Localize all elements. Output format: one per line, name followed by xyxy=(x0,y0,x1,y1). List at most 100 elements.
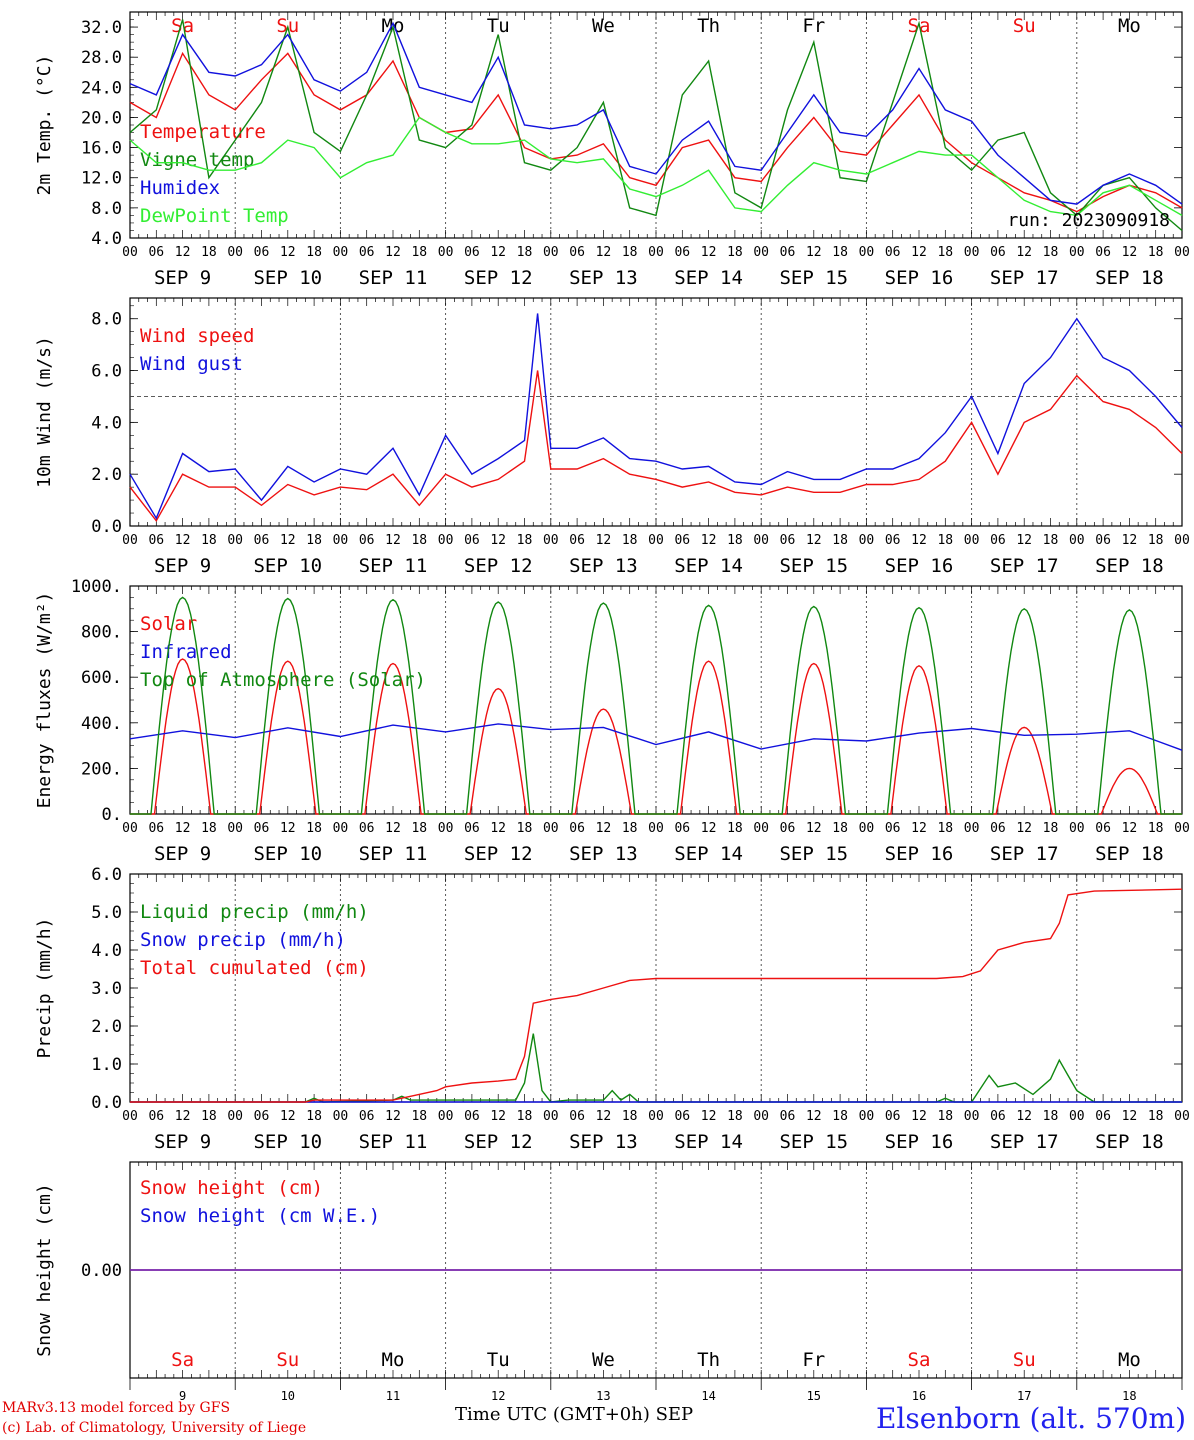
hour-label: 12 xyxy=(280,821,296,836)
hour-label: 18 xyxy=(727,1109,743,1124)
hour-label: 18 xyxy=(411,245,427,260)
hour-label: 18 xyxy=(201,533,217,548)
hour-label: 18 xyxy=(1148,1109,1164,1124)
hour-label: 00 xyxy=(333,245,349,260)
hour-label: 12 xyxy=(1122,533,1138,548)
y-tick-label: 2.0 xyxy=(91,1017,122,1037)
date-label: SEP 10 xyxy=(253,843,322,865)
precip-legend-entry: Liquid precip (mm/h) xyxy=(140,901,369,923)
y-tick-label: 16.0 xyxy=(81,139,122,159)
date-label: SEP 15 xyxy=(779,1131,848,1153)
y-tick-label: 6.0 xyxy=(91,865,122,885)
hour-label: 12 xyxy=(806,1109,822,1124)
day-label: Mo xyxy=(382,1349,405,1371)
hour-label: 12 xyxy=(701,533,717,548)
y-tick-label: 4.0 xyxy=(91,941,122,961)
hour-label: 06 xyxy=(780,821,796,836)
date-label: SEP 14 xyxy=(674,555,743,577)
date-label: SEP 15 xyxy=(779,843,848,865)
temperature-panel: 4.0 8.0 12.0 16.0 20.0 24.0 28.0 32.0 2m Temp. (… xyxy=(34,11,1190,289)
hour-label: 18 xyxy=(306,821,322,836)
hour-label: 00 xyxy=(859,245,875,260)
hour-label: 12 xyxy=(596,1109,612,1124)
hour-label: 00 xyxy=(227,533,243,548)
hour-label: 00 xyxy=(753,533,769,548)
temperature-series-line xyxy=(129,51,1183,213)
day-number-label: 18 xyxy=(1122,1389,1136,1403)
energy-panel: 0. 200. 400. 600. 800. 1000. Energy fluxes (W/… xyxy=(34,577,1190,865)
y-tick-label: 2.0 xyxy=(91,465,122,485)
hour-label: 00 xyxy=(964,821,980,836)
hour-label: 12 xyxy=(385,821,401,836)
copyright-credit: (c) Lab. of Climatology, University of L… xyxy=(2,1420,307,1436)
hour-label: 12 xyxy=(1122,1109,1138,1124)
hour-label: 12 xyxy=(280,245,296,260)
hour-label: 18 xyxy=(622,533,638,548)
hour-label: 06 xyxy=(148,821,164,836)
day-number-label: 10 xyxy=(281,1389,295,1403)
day-number-label: 11 xyxy=(386,1389,400,1403)
wind-series-line xyxy=(129,313,1183,520)
hour-label: 00 xyxy=(753,1109,769,1124)
hour-label: 12 xyxy=(280,1109,296,1124)
hour-label: 18 xyxy=(1148,245,1164,260)
hour-label: 18 xyxy=(937,245,953,260)
date-label: SEP 12 xyxy=(464,1131,533,1153)
day-label: Fr xyxy=(802,15,825,37)
date-label: SEP 17 xyxy=(990,1131,1059,1153)
hour-label: 00 xyxy=(859,533,875,548)
hour-label: 06 xyxy=(674,1109,690,1124)
hour-label: 18 xyxy=(411,533,427,548)
hour-label: 00 xyxy=(964,245,980,260)
y-tick-label: 20.0 xyxy=(81,108,122,128)
hour-label: 12 xyxy=(490,1109,506,1124)
hour-label: 18 xyxy=(1043,245,1059,260)
y-tick-label: 3.0 xyxy=(91,979,122,999)
hour-label: 12 xyxy=(1016,533,1032,548)
hour-label: 18 xyxy=(832,533,848,548)
hour-label: 06 xyxy=(990,533,1006,548)
energy-series-line xyxy=(130,596,1182,815)
day-number-label: 17 xyxy=(1017,1389,1031,1403)
date-label: SEP 12 xyxy=(464,555,533,577)
snow-legend-entry: Snow height (cm W.E.) xyxy=(140,1205,380,1227)
hour-label: 06 xyxy=(990,245,1006,260)
date-label: SEP 15 xyxy=(779,555,848,577)
hour-label: 00 xyxy=(438,821,454,836)
hour-label: 00 xyxy=(122,1109,138,1124)
y-tick-label: 0. xyxy=(102,805,122,825)
hour-label: 00 xyxy=(1174,533,1190,548)
y-tick-label: 4.0 xyxy=(91,413,122,433)
hour-label: 00 xyxy=(543,245,559,260)
precip-legend-entry: Total cumulated (cm) xyxy=(140,957,369,979)
day-number-label: 16 xyxy=(912,1389,926,1403)
y-tick-label: 0.0 xyxy=(91,517,122,537)
hour-label: 18 xyxy=(411,821,427,836)
hour-label: 18 xyxy=(1148,533,1164,548)
date-label: SEP 13 xyxy=(569,1131,638,1153)
date-label: SEP 18 xyxy=(1095,555,1164,577)
hour-label: 12 xyxy=(596,821,612,836)
hour-label: 00 xyxy=(753,245,769,260)
hour-label: 18 xyxy=(517,821,533,836)
temperature-legend-entry: DewPoint Temp xyxy=(140,205,289,227)
run-annotation: run: 2023090918 xyxy=(1007,210,1170,231)
hour-label: 06 xyxy=(674,821,690,836)
hour-label: 00 xyxy=(227,821,243,836)
hour-label: 12 xyxy=(490,533,506,548)
y-tick-label: 4.0 xyxy=(91,229,122,249)
temperature-legend-entry: Humidex xyxy=(140,177,220,199)
day-label: Su xyxy=(276,1349,299,1371)
hour-label: 06 xyxy=(464,533,480,548)
hour-label: 00 xyxy=(1174,245,1190,260)
date-label: SEP 17 xyxy=(990,555,1059,577)
hour-label: 12 xyxy=(1016,245,1032,260)
day-label: Tu xyxy=(487,1349,510,1371)
temperature-series-line xyxy=(129,116,1183,217)
hour-label: 06 xyxy=(254,245,270,260)
day-label: Mo xyxy=(1118,1349,1141,1371)
hour-label: 12 xyxy=(490,245,506,260)
hour-label: 00 xyxy=(227,245,243,260)
date-label: SEP 9 xyxy=(154,555,211,577)
wind-frame xyxy=(129,297,1183,527)
